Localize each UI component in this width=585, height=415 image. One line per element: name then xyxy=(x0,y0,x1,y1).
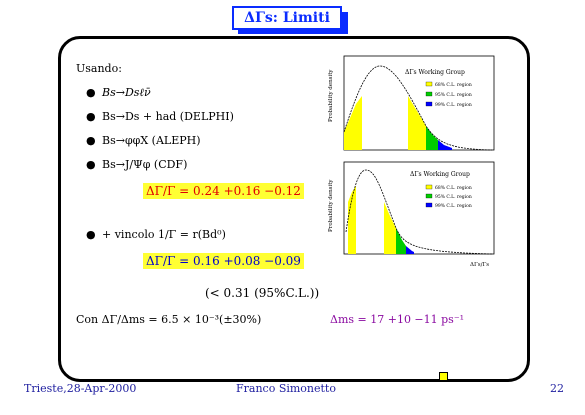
bullet-dot: ● xyxy=(86,158,96,171)
bottom-95 xyxy=(396,228,406,254)
footer-date: Trieste,28-Apr-2000 xyxy=(24,382,137,395)
legend2-99-label: 99% C.L. region xyxy=(435,203,472,209)
bullet-5: + vincolo 1/Γ = r(Bd⁰) xyxy=(102,228,226,241)
top-68-right xyxy=(408,96,426,150)
bottom-xlabel: ΔΓs/Γs xyxy=(470,262,489,268)
legend-68-swatch xyxy=(425,81,433,87)
bottom-curve xyxy=(345,169,493,255)
footer-author: Franco Simonetto xyxy=(236,382,336,395)
bottom-68-left xyxy=(348,186,356,254)
legend-68-label: 68% C.L. region xyxy=(435,82,472,88)
slide-title: ΔΓs: Limiti xyxy=(232,6,342,30)
bullet-4: Bs→J/Ψφ (CDF) xyxy=(102,158,188,171)
legend2-68-label: 68% C.L. region xyxy=(435,185,472,191)
top-plot: ΔΓs Working Group 68% C.L. region 95% C.… xyxy=(328,55,495,151)
top-plot-title: ΔΓs Working Group xyxy=(405,69,465,76)
legend2-68-swatch xyxy=(425,184,433,190)
bullet-dot: ● xyxy=(86,86,96,99)
top-99 xyxy=(438,140,452,150)
limit-text: (< 0.31 (95%C.L.)) xyxy=(205,286,320,300)
result-2-box: ΔΓ/Γ = 0.16 +0.08 −0.09 xyxy=(143,253,304,269)
top-95 xyxy=(426,126,438,150)
intro-text: Usando: xyxy=(76,62,122,75)
footer-page: 22 xyxy=(550,382,564,395)
legend-95-swatch xyxy=(425,91,433,97)
legend2-99-swatch xyxy=(425,202,433,208)
slide-frame xyxy=(58,36,530,382)
legend-99-swatch xyxy=(425,101,433,107)
slide-title-box: ΔΓs: Limiti xyxy=(232,6,348,34)
legend2-95-label: 95% C.L. region xyxy=(435,194,472,200)
bottom-ylabel: Probability density xyxy=(328,179,334,232)
dms-text: Δms = 17 +10 −11 ps⁻¹ xyxy=(330,313,465,326)
con-text: Con ΔΓ/Δms = 6.5 × 10⁻³(±30%) xyxy=(76,313,262,326)
bottom-plot: ΔΓs Working Group 68% C.L. region 95% C.… xyxy=(328,161,495,268)
bullet-2: Bs→Ds + had (DELPHI) xyxy=(102,110,234,123)
bullet-dot: ● xyxy=(86,110,96,123)
top-ylabel: Probability density xyxy=(328,69,334,122)
bottom-plot-title: ΔΓs Working Group xyxy=(410,171,470,178)
bottom-99 xyxy=(406,246,414,254)
legend-95-label: 95% C.L. region xyxy=(435,92,472,98)
nav-square[interactable] xyxy=(439,372,448,381)
result-1-box: ΔΓ/Γ = 0.24 +0.16 −0.12 xyxy=(143,183,304,199)
plots-svg: ΔΓs Working Group 68% C.L. region 95% C.… xyxy=(328,55,495,268)
bullet-1: Bs→Dsℓν̄ xyxy=(102,86,151,99)
top-68-left xyxy=(344,96,362,150)
bottom-68-right xyxy=(384,202,396,254)
top-curve xyxy=(343,65,493,151)
bottom-plot-frame xyxy=(343,161,495,255)
bullet-dot: ● xyxy=(86,228,96,241)
bullet-dot: ● xyxy=(86,134,96,147)
legend-99-label: 99% C.L. region xyxy=(435,102,472,108)
bullet-3: Bs→φφX (ALEPH) xyxy=(102,134,201,147)
legend2-95-swatch xyxy=(425,193,433,199)
